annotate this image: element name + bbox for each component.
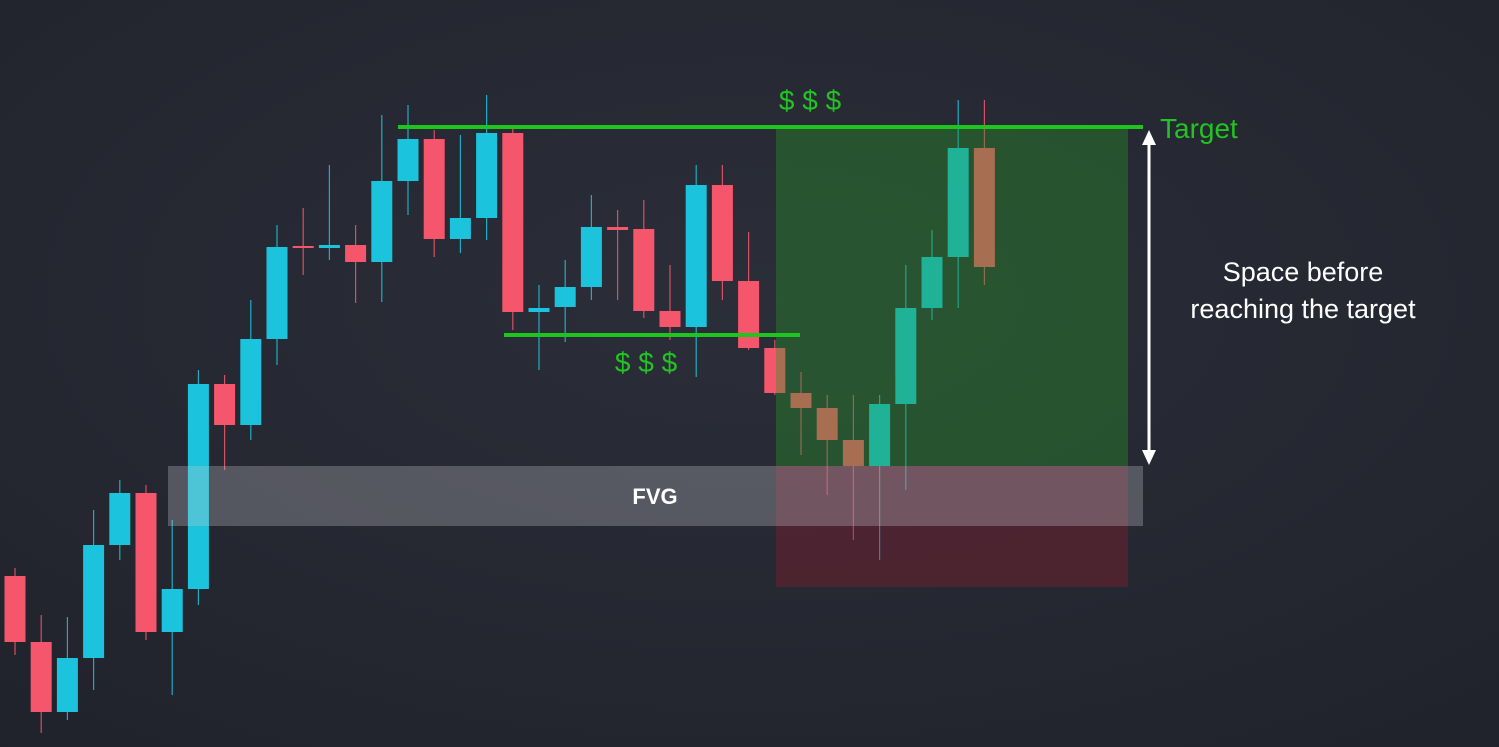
candle-body <box>842 440 864 466</box>
candle-body <box>869 404 891 466</box>
candle-body <box>580 227 602 287</box>
candle-body <box>764 348 786 393</box>
candle-body <box>921 257 943 308</box>
candle-body <box>659 311 681 327</box>
candle-body <box>371 181 393 262</box>
top-annotation: $ $ $ <box>779 85 842 116</box>
candle-body <box>947 148 969 257</box>
candle-body <box>56 658 78 712</box>
candle-body <box>30 642 52 712</box>
candle-body <box>607 227 629 230</box>
fvg-zone <box>168 466 1143 526</box>
candle-body <box>397 139 419 181</box>
candle-body <box>816 408 838 440</box>
candle-body <box>554 287 576 307</box>
fvg-label: FVG <box>632 484 677 509</box>
candle-body <box>895 308 917 404</box>
candle-body <box>345 245 367 262</box>
candle-body <box>266 247 288 339</box>
candle-body <box>292 246 314 248</box>
space-note: reaching the target <box>1190 294 1416 324</box>
candle-body <box>528 308 550 312</box>
candle-body <box>214 384 236 425</box>
space-note: Space before <box>1223 257 1384 287</box>
candle-body <box>449 218 471 239</box>
candle-body <box>187 384 209 589</box>
candle-body <box>109 493 131 545</box>
candle-body <box>161 589 183 632</box>
target-label: Target <box>1160 113 1238 144</box>
candle-body <box>135 493 157 632</box>
candle-body <box>502 133 524 312</box>
candles <box>4 95 995 733</box>
candle-body <box>318 245 340 248</box>
candle-body <box>633 229 655 311</box>
candle-body <box>738 281 760 348</box>
candle-body <box>423 139 445 239</box>
candle-body <box>476 133 498 218</box>
candle-body <box>240 339 262 425</box>
bottom-annotation: $ $ $ <box>615 347 678 378</box>
candle-body <box>685 185 707 327</box>
stop-zone <box>776 466 1128 587</box>
candle-body <box>4 576 26 642</box>
target-zone <box>776 127 1128 466</box>
candle-body <box>973 148 995 267</box>
candle-body <box>83 545 105 658</box>
candle-body <box>790 393 812 408</box>
candle-body <box>711 185 733 281</box>
